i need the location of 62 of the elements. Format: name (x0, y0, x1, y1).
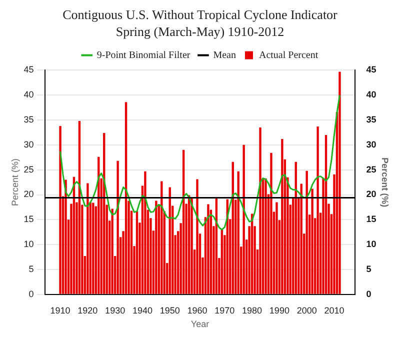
y-tick-label: 40 (24, 90, 34, 100)
y2-tick-label: 0 (366, 288, 372, 299)
x-tick-label: 1910 (50, 305, 70, 316)
x-tick-label: 1980 (242, 305, 262, 316)
y2-axis-title: Percent (%) (380, 158, 390, 208)
bar (220, 229, 224, 294)
x-axis-title: Year (190, 319, 210, 330)
bar (111, 208, 114, 294)
y-tick-label: 5 (28, 264, 34, 274)
y-tick-label: 35 (24, 114, 34, 125)
y2-tick-label: 40 (366, 90, 376, 100)
y2-tick-label: 35 (366, 114, 376, 125)
bar (264, 178, 267, 294)
bar (64, 180, 67, 294)
bar (259, 127, 262, 294)
y2-tick-label: 15 (366, 214, 376, 224)
x-tick-label: 1990 (269, 305, 290, 316)
y2-tick-label: 10 (366, 239, 376, 250)
bar (92, 202, 94, 294)
bar (276, 202, 278, 294)
bar (207, 204, 210, 294)
x-tick-label: 1960 (187, 305, 208, 316)
x-tick-label: 1970 (214, 305, 235, 316)
chart-title: Contiguous U.S. Without Tropical Cyclone Indicator (62, 7, 338, 22)
y-tick-label: 30 (24, 139, 34, 150)
bar (311, 188, 314, 294)
bar (316, 126, 319, 294)
y2-tick-label: 5 (366, 264, 372, 274)
bar (281, 138, 284, 294)
bar (86, 183, 89, 294)
y-tick-label: 45 (24, 64, 34, 75)
x-tick-label: 1920 (78, 305, 98, 316)
x-tick-label: 1940 (132, 305, 152, 316)
legend-label: 9-Point Binomial Filter (96, 50, 191, 61)
bar (196, 179, 198, 294)
x-tick-label: 2010 (324, 305, 344, 316)
y-axis-title: Percent (%) (10, 158, 20, 206)
bar (136, 211, 138, 294)
legend-label: Mean (213, 50, 236, 61)
y2-tick-label: 20 (366, 189, 376, 200)
chart-subtitle: Spring (March-May) 1910-2012 (116, 24, 284, 39)
bar (190, 197, 193, 294)
legend-label: Actual Percent (258, 50, 318, 61)
y2-tick-label: 30 (366, 139, 376, 150)
bar (59, 126, 62, 294)
bar (270, 152, 272, 294)
bar (242, 144, 245, 294)
y2-tick-label: 25 (366, 164, 376, 174)
bar (338, 72, 341, 294)
y-tick-label: 20 (24, 189, 34, 200)
y-tick-label: 0 (28, 288, 34, 299)
bar (144, 171, 146, 294)
y-tick-label: 10 (24, 239, 34, 250)
y-tick-label: 15 (24, 214, 34, 224)
x-tick-label: 2000 (296, 305, 317, 316)
x-tick-label: 1930 (105, 305, 126, 316)
bar (116, 160, 119, 294)
bar (306, 170, 308, 294)
y-tick-label: 25 (24, 164, 34, 174)
x-tick-label: 1950 (160, 305, 180, 316)
bar (155, 200, 158, 294)
y2-tick-label: 45 (366, 64, 376, 75)
